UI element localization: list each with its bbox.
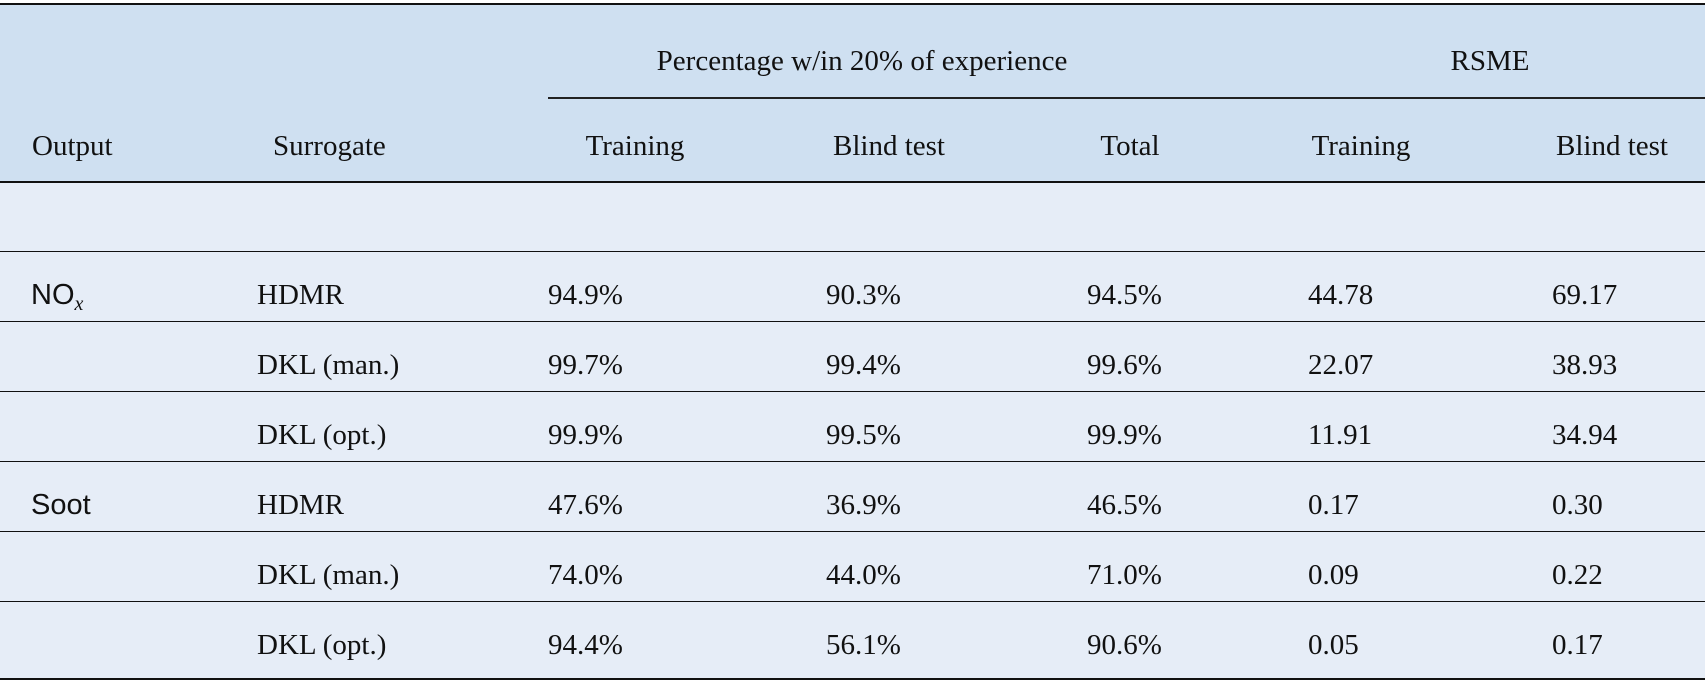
column-header-rsme-blind-test: Blind test <box>1556 130 1668 162</box>
training-cell: 99.9% <box>548 419 623 451</box>
surrogate-cell: DKL (man.) <box>257 559 400 591</box>
row-rule <box>0 391 1705 392</box>
row-rule <box>0 321 1705 322</box>
rsme-blind-test-cell: 0.30 <box>1552 489 1603 521</box>
column-header-rsme-training: Training <box>1311 130 1411 162</box>
surrogate-cell: HDMR <box>257 279 345 311</box>
total-cell: 99.9% <box>1087 419 1162 451</box>
rsme-training-cell: 11.91 <box>1308 419 1373 451</box>
rsme-blind-test-cell: 34.94 <box>1552 419 1618 451</box>
total-cell: 94.5% <box>1087 279 1162 311</box>
group-rule <box>548 97 1705 99</box>
row-rule <box>0 601 1705 602</box>
training-cell: 99.7% <box>548 349 623 381</box>
output-cell: Soot <box>31 489 91 521</box>
blind-test-cell: 36.9% <box>826 489 901 521</box>
surrogate-cell: DKL (opt.) <box>257 419 387 451</box>
rsme-blind-test-cell: 0.22 <box>1552 559 1603 591</box>
rsme-training-cell: 0.09 <box>1308 559 1359 591</box>
bottom-rule <box>0 678 1705 680</box>
training-cell: 94.4% <box>548 629 623 661</box>
surrogate-cell: DKL (opt.) <box>257 629 387 661</box>
row-rule <box>0 531 1705 532</box>
row-rule <box>0 251 1705 252</box>
rsme-blind-test-cell: 0.17 <box>1552 629 1603 661</box>
rsme-training-cell: 0.05 <box>1308 629 1359 661</box>
blind-test-cell: 99.4% <box>826 349 901 381</box>
top-rule <box>0 3 1705 5</box>
table-body-background <box>0 182 1705 678</box>
header-bottom-rule <box>0 181 1705 183</box>
total-cell: 99.6% <box>1087 349 1162 381</box>
rsme-training-cell: 0.17 <box>1308 489 1359 521</box>
blind-test-cell: 90.3% <box>826 279 901 311</box>
group-header-percentage: Percentage w/in 20% of experience <box>656 45 1068 77</box>
rsme-blind-test-cell: 69.17 <box>1552 279 1618 311</box>
group-header-rsme: RSME <box>1450 45 1530 77</box>
total-cell: 90.6% <box>1087 629 1162 661</box>
column-header-output: Output <box>32 130 113 162</box>
training-cell: 94.9% <box>548 279 623 311</box>
row-rule <box>0 461 1705 462</box>
blind-test-cell: 56.1% <box>826 629 901 661</box>
column-header-training: Training <box>585 130 685 162</box>
column-header-blind-test: Blind test <box>833 130 945 162</box>
rsme-training-cell: 44.78 <box>1308 279 1374 311</box>
surrogate-cell: HDMR <box>257 489 345 521</box>
surrogate-cell: DKL (man.) <box>257 349 400 381</box>
total-cell: 46.5% <box>1087 489 1162 521</box>
column-header-total: Total <box>1100 130 1160 162</box>
table-header-background <box>0 4 1705 182</box>
column-header-surrogate: Surrogate <box>273 130 386 162</box>
rsme-blind-test-cell: 38.93 <box>1552 349 1618 381</box>
training-cell: 47.6% <box>548 489 623 521</box>
blind-test-cell: 44.0% <box>826 559 901 591</box>
training-cell: 74.0% <box>548 559 623 591</box>
total-cell: 71.0% <box>1087 559 1162 591</box>
output-cell: NOx <box>31 279 84 315</box>
blind-test-cell: 99.5% <box>826 419 901 451</box>
rsme-training-cell: 22.07 <box>1308 349 1374 381</box>
